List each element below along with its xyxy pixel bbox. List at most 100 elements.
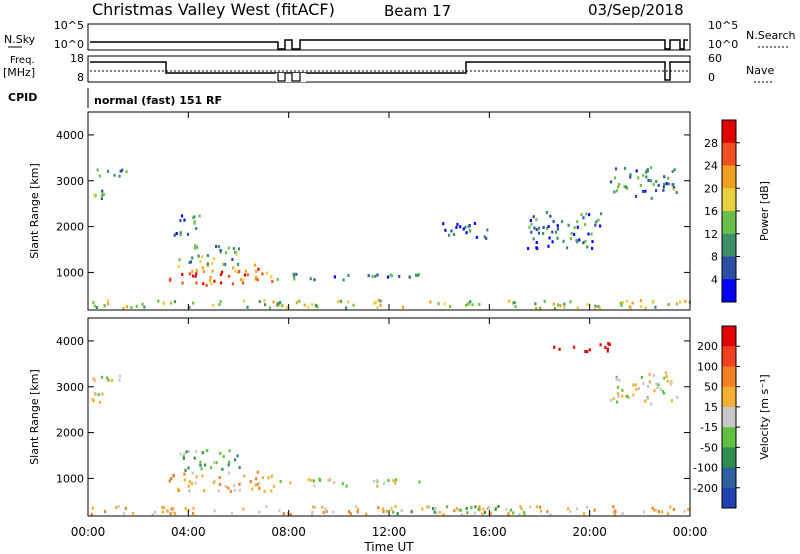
echo-cell <box>242 507 245 511</box>
echo-cell <box>382 510 385 514</box>
echo-cell <box>392 479 395 482</box>
echo-cell <box>539 509 543 513</box>
nsearch-tick-bottom: 10^0 <box>708 38 738 51</box>
echo-cell <box>209 466 213 470</box>
echo-cell <box>333 275 336 279</box>
echo-cell <box>367 274 370 278</box>
echo-cell <box>195 450 198 453</box>
colorbar-tick-label: 50 <box>704 381 718 394</box>
colorbar-segment <box>722 386 736 408</box>
echo-cell <box>238 466 241 470</box>
echo-cell <box>217 245 220 249</box>
echo-cell <box>314 303 317 307</box>
echo-cell <box>556 227 560 231</box>
echo-cell <box>477 508 480 512</box>
echo-cell <box>321 505 324 509</box>
echo-cell <box>279 301 282 304</box>
echo-cell <box>258 482 261 485</box>
echo-cell <box>194 481 197 485</box>
echo-cell <box>92 376 95 380</box>
echo-cell <box>194 243 197 247</box>
echo-cell <box>665 182 668 186</box>
echo-cell <box>219 250 222 254</box>
echo-cell <box>143 305 146 309</box>
echo-cell <box>258 486 261 490</box>
echo-cell <box>195 272 198 276</box>
echo-cell <box>238 482 241 486</box>
echo-cell <box>172 507 175 511</box>
echo-cell <box>332 510 335 514</box>
echo-cell <box>263 299 266 303</box>
echo-cell <box>212 461 216 464</box>
echo-cell <box>487 506 490 509</box>
echo-cell <box>612 505 615 509</box>
nsky-label: N.Sky <box>4 33 36 46</box>
echo-cell <box>669 505 672 509</box>
echo-cell <box>196 245 199 249</box>
date-label: 03/Sep/2018 <box>588 1 684 19</box>
echo-cell <box>172 473 175 477</box>
echo-cell <box>272 300 275 304</box>
echo-cell <box>432 507 435 511</box>
echo-cell <box>276 303 279 307</box>
echo-cell <box>312 505 315 509</box>
echo-cell <box>628 305 631 309</box>
echo-cell <box>655 382 658 386</box>
echo-cell <box>292 274 296 278</box>
freq-tick-bottom: 8 <box>77 71 84 84</box>
echo-cell <box>433 510 436 514</box>
echo-cell <box>234 458 237 462</box>
echo-cell <box>639 305 642 308</box>
echo-cell <box>648 372 651 376</box>
echo-cell <box>647 178 650 182</box>
echo-cell <box>637 176 640 180</box>
echo-cell <box>356 510 359 514</box>
echo-cell <box>646 397 649 401</box>
y-tick-label: 3000 <box>56 381 84 394</box>
echo-cell <box>237 247 241 251</box>
echo-cell <box>200 467 203 471</box>
echo-cell <box>539 306 542 310</box>
echo-cell <box>179 233 182 237</box>
echo-cell <box>232 247 235 251</box>
echo-cell <box>349 512 352 516</box>
echo-cell <box>614 509 617 513</box>
x-axis-label: Time UT <box>363 540 414 554</box>
echo-cell <box>606 349 609 353</box>
echo-cell <box>169 512 172 516</box>
echo-cell <box>261 272 264 276</box>
echo-cell <box>179 452 182 456</box>
echo-cell <box>663 175 666 179</box>
echo-cell <box>522 511 526 515</box>
echo-cell <box>483 235 486 239</box>
echo-cell <box>188 480 191 484</box>
echo-cell <box>117 505 120 508</box>
echo-cell <box>193 456 196 460</box>
echo-cell <box>673 168 676 172</box>
echo-cell <box>135 304 138 308</box>
echo-cell <box>118 374 122 378</box>
echo-cell <box>213 279 216 283</box>
echo-cell <box>198 214 201 218</box>
echo-cell <box>494 507 497 511</box>
colorbar-tick-label: -50 <box>700 441 718 454</box>
colorbar-segment <box>722 427 736 448</box>
echo-cell <box>485 236 488 240</box>
echo-cell <box>201 255 204 259</box>
echo-cell <box>106 376 109 380</box>
echo-cell <box>570 232 573 235</box>
echo-cell <box>513 301 516 305</box>
echo-cell <box>99 400 102 404</box>
echo-cell <box>475 235 478 239</box>
echo-cell <box>373 301 376 305</box>
echo-cell <box>234 250 237 254</box>
echo-cell <box>489 512 492 516</box>
echo-cell <box>276 277 279 281</box>
freq-frame <box>87 55 691 83</box>
echo-cell <box>586 350 589 354</box>
echo-cell <box>659 387 662 391</box>
echo-cell <box>215 244 218 248</box>
echo-cell <box>465 507 468 510</box>
echo-cell <box>632 393 635 397</box>
